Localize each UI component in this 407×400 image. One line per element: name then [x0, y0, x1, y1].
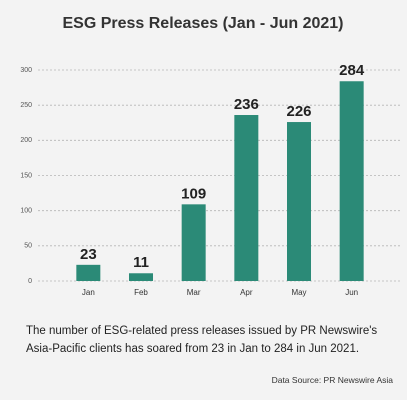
x-tick-label: Feb: [134, 288, 148, 297]
value-label: 226: [286, 103, 311, 120]
value-label: 284: [339, 62, 365, 79]
x-tick-label: Apr: [240, 288, 253, 297]
value-label: 23: [80, 246, 97, 263]
x-tick-label: Mar: [187, 288, 201, 297]
bar: [181, 204, 206, 281]
y-tick-label: 250: [20, 102, 32, 109]
y-tick-label: 100: [20, 208, 32, 215]
value-label: 109: [181, 185, 206, 202]
bar: [234, 115, 259, 281]
y-tick-label: 50: [24, 243, 32, 250]
y-tick-label: 200: [20, 137, 32, 144]
source: Data Source: PR Newswire Asia: [271, 375, 393, 385]
y-tick-label: 0: [28, 278, 32, 285]
bar: [287, 122, 311, 282]
y-tick-label: 150: [20, 172, 32, 179]
bar: [76, 264, 101, 281]
chart-title: ESG Press Releases (Jan - Jun 2021): [62, 15, 343, 32]
bar: [129, 273, 153, 281]
x-tick-label: Jun: [345, 288, 358, 297]
value-label: 11: [133, 254, 149, 271]
value-label: 236: [234, 96, 259, 113]
bar: [339, 81, 364, 282]
x-tick-label: Jan: [82, 288, 95, 297]
y-tick-label: 300: [20, 67, 32, 74]
x-tick-label: May: [291, 288, 306, 297]
caption: The number of ESG-related press releases…: [26, 325, 378, 355]
